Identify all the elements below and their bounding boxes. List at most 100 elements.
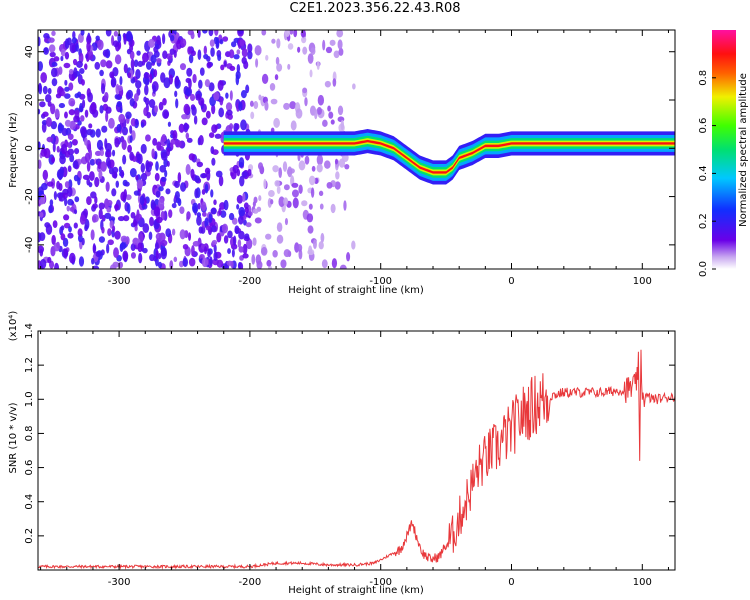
- noise-blob: [330, 119, 335, 125]
- noise-blob: [43, 47, 49, 55]
- noise-blob: [113, 30, 119, 37]
- y-tick-label: -40: [24, 237, 35, 253]
- noise-blob: [227, 230, 233, 239]
- noise-blob: [316, 163, 323, 173]
- noise-blob: [181, 114, 188, 120]
- noise-blob: [174, 75, 180, 87]
- noise-blob: [242, 243, 248, 255]
- noise-blob: [84, 63, 88, 70]
- noise-blob: [276, 63, 283, 72]
- noise-blob: [253, 100, 259, 110]
- noise-blob: [201, 257, 209, 268]
- noise-blob: [166, 160, 170, 167]
- noise-blob: [114, 204, 119, 210]
- noise-blob: [207, 248, 211, 258]
- y-tick-label: 0: [24, 145, 35, 151]
- noise-blob: [265, 233, 272, 240]
- noise-blob: [307, 225, 314, 234]
- noise-blob: [174, 90, 178, 98]
- x-tick-label: -300: [108, 577, 131, 588]
- noise-blob: [308, 245, 313, 255]
- noise-blob: [191, 105, 197, 116]
- noise-blob: [311, 165, 316, 172]
- colorbar: 0.0 0.2 0.4 0.6 0.8 Normalized spectral ampl…: [698, 30, 749, 277]
- noise-blob: [84, 152, 91, 163]
- noise-blob: [78, 256, 85, 267]
- noise-blob: [328, 111, 334, 119]
- noise-blob: [253, 196, 258, 204]
- noise-blob: [231, 41, 237, 48]
- noise-blob: [133, 59, 139, 68]
- noise-blob: [41, 120, 48, 126]
- noise-blob: [289, 30, 294, 35]
- noise-blob: [56, 180, 61, 190]
- noise-blob: [223, 60, 227, 67]
- noise-blob: [157, 261, 163, 269]
- noise-blob: [209, 39, 215, 47]
- noise-blob: [302, 87, 308, 94]
- noise-blob: [106, 243, 110, 254]
- noise-blob: [42, 111, 49, 117]
- noise-blob: [240, 90, 247, 99]
- noise-blob: [316, 154, 324, 166]
- noise-blob: [334, 181, 341, 190]
- colorbar-tick-label: 0.8: [698, 70, 709, 86]
- noise-blob: [211, 124, 218, 134]
- noise-blob: [53, 191, 57, 201]
- noise-blob: [213, 91, 220, 101]
- noise-blob: [71, 138, 78, 146]
- noise-blob: [284, 30, 290, 38]
- noise-blob: [68, 97, 76, 107]
- noise-blob: [270, 98, 278, 105]
- noise-blob: [254, 45, 262, 56]
- y-tick-label: 1.4: [24, 323, 35, 339]
- noise-blob: [154, 242, 159, 250]
- noise-blob: [201, 117, 208, 126]
- noise-blob: [47, 87, 52, 95]
- noise-blob: [238, 262, 244, 269]
- noise-blob: [115, 180, 120, 188]
- noise-blob: [122, 250, 129, 262]
- y-tick-label: 0.8: [24, 425, 35, 441]
- noise-blob: [54, 262, 60, 269]
- noise-blob: [126, 89, 134, 99]
- noise-blob: [174, 180, 180, 189]
- noise-blob: [193, 115, 198, 125]
- noise-blob: [120, 169, 125, 179]
- noise-blob: [153, 69, 158, 78]
- noise-blob: [272, 250, 278, 258]
- noise-blob: [182, 243, 189, 250]
- noise-blob: [48, 44, 56, 53]
- noise-blob: [47, 256, 52, 264]
- noise-blob: [155, 161, 159, 171]
- x-tick-label: 100: [633, 577, 652, 588]
- y-tick-label: -20: [24, 188, 35, 204]
- noise-blob: [86, 41, 91, 53]
- noise-blob: [64, 79, 68, 86]
- noise-blob: [94, 176, 100, 188]
- noise-blob: [39, 101, 46, 108]
- noise-blob: [231, 248, 235, 258]
- noise-blob: [160, 151, 168, 161]
- noise-blob: [339, 264, 347, 269]
- noise-blob: [123, 33, 127, 45]
- colorbar-tick-label: 0.4: [698, 165, 709, 181]
- noise-blob: [174, 139, 182, 148]
- noise-blob: [121, 126, 129, 136]
- noise-blob: [149, 216, 154, 227]
- snr-y-multiplier: (x10⁴): [8, 311, 19, 342]
- colorbar-tick-label: 0.0: [698, 261, 709, 277]
- noise-blob: [298, 160, 306, 171]
- noise-blob: [74, 196, 80, 203]
- noise-blob: [119, 106, 123, 114]
- noise-blob: [46, 136, 54, 143]
- noise-blob: [118, 113, 126, 124]
- noise-blob: [278, 167, 283, 179]
- noise-blob: [120, 235, 128, 243]
- noise-blob: [335, 171, 340, 180]
- noise-blob: [163, 77, 171, 89]
- noise-blob: [51, 78, 58, 87]
- noise-blob: [150, 199, 156, 210]
- noise-blob: [242, 192, 246, 203]
